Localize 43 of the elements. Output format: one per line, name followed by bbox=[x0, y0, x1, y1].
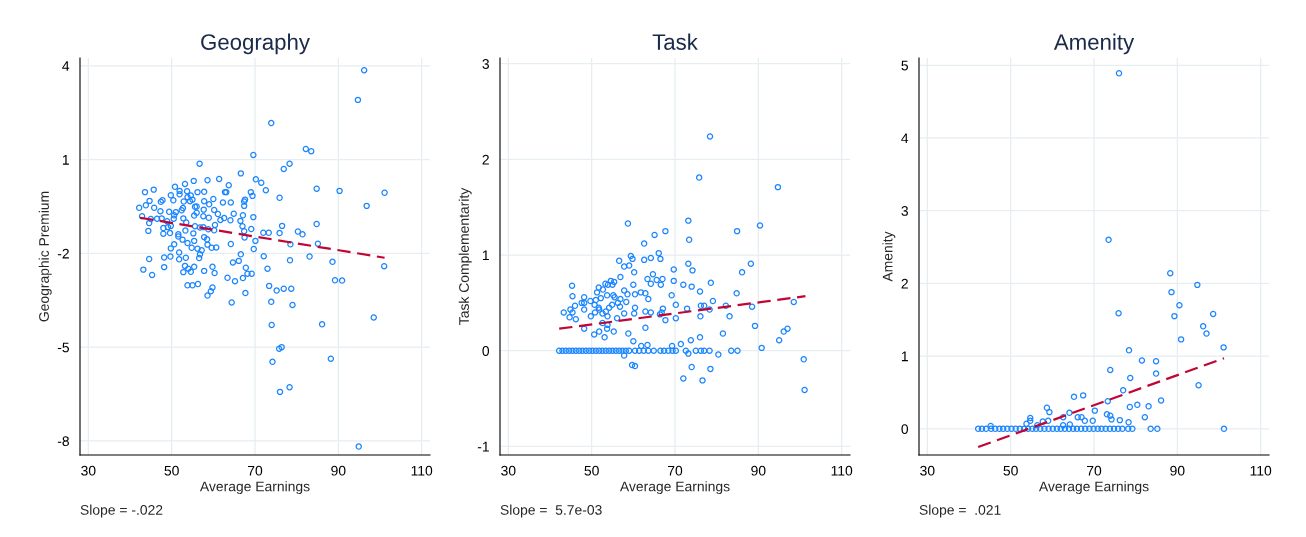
y-tick-label: -2 bbox=[57, 248, 69, 259]
x-tick-label: 90 bbox=[1170, 465, 1185, 476]
y-tick-label: 0 bbox=[482, 346, 490, 356]
x-axis-title: Average Earnings bbox=[1038, 481, 1149, 495]
x-tick-label: 110 bbox=[831, 465, 853, 476]
x-tick-label: 70 bbox=[667, 465, 683, 476]
y-tick-label: 3 bbox=[482, 59, 489, 69]
y-tick-label: 0 bbox=[901, 424, 909, 434]
x-tick-label: 70 bbox=[247, 465, 263, 476]
y-tick-label: 3 bbox=[901, 206, 908, 216]
x-tick-label: 110 bbox=[1250, 465, 1272, 476]
chart-title: Amenity bbox=[1053, 33, 1135, 55]
x-tick-label: 110 bbox=[411, 465, 433, 476]
y-axis-title: Geographic Premium bbox=[38, 191, 52, 322]
chart-title: Geography bbox=[201, 33, 310, 55]
text: Slope = .021 bbox=[919, 504, 1001, 518]
y-tick-label: 1 bbox=[482, 250, 489, 261]
y-axis-title: Task Complementarity bbox=[458, 187, 472, 325]
x-tick-label: 50 bbox=[164, 465, 179, 476]
x-tick-label: 30 bbox=[920, 465, 935, 476]
y-tick-label: -5 bbox=[57, 342, 69, 353]
y-tick-label: 5 bbox=[901, 60, 908, 71]
x-tick-label: 50 bbox=[584, 465, 599, 476]
text: Slope = 5.7e-03 bbox=[500, 504, 602, 518]
y-tick-label: 2 bbox=[901, 278, 908, 289]
y-tick-label: -8 bbox=[57, 436, 69, 447]
y-tick-label: 1 bbox=[901, 351, 908, 362]
y-tick-label: 4 bbox=[901, 133, 909, 144]
y-tick-label: -1 bbox=[477, 441, 489, 452]
x-tick-label: 90 bbox=[751, 465, 766, 476]
chart-title: Task bbox=[652, 33, 698, 50]
x-tick-label: 30 bbox=[81, 465, 96, 476]
y-tick-label: 1 bbox=[62, 155, 69, 165]
x-axis-title: Average Earnings bbox=[199, 481, 310, 495]
text: Slope = -.022 bbox=[80, 504, 163, 518]
x-tick-label: 50 bbox=[1003, 465, 1018, 476]
x-axis-title: Average Earnings bbox=[619, 481, 730, 495]
y-axis-title: Amenity bbox=[882, 231, 896, 282]
y-tick-label: 4 bbox=[62, 61, 70, 71]
x-tick-label: 70 bbox=[1086, 465, 1102, 476]
x-tick-label: 90 bbox=[331, 465, 346, 476]
y-tick-label: 2 bbox=[482, 154, 489, 165]
x-tick-label: 30 bbox=[501, 465, 516, 476]
